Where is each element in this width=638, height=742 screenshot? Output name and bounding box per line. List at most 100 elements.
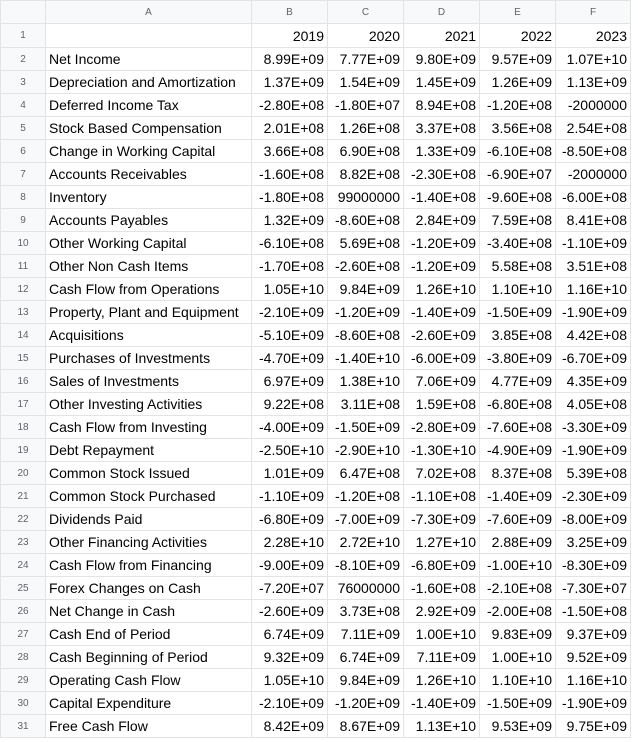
cell-e-row-5[interactable]: 3.56E+08 bbox=[479, 116, 556, 140]
row-header[interactable]: 26 bbox=[0, 599, 46, 623]
cell-f-row-29[interactable]: 1.16E+10 bbox=[555, 668, 631, 692]
cell-c-row-14[interactable]: -8.60E+08 bbox=[327, 323, 404, 347]
cell-a-row-11[interactable]: Other Non Cash Items bbox=[45, 254, 252, 278]
cell-b-row-1[interactable]: 2019 bbox=[251, 23, 328, 48]
cell-b-row-30[interactable]: -2.10E+09 bbox=[251, 691, 328, 715]
cell-d-row-16[interactable]: 7.06E+09 bbox=[403, 369, 480, 393]
cell-a-row-29[interactable]: Operating Cash Flow bbox=[45, 668, 252, 692]
cell-b-row-31[interactable]: 8.42E+09 bbox=[251, 714, 328, 738]
cell-b-row-13[interactable]: -2.10E+09 bbox=[251, 300, 328, 324]
cell-e-row-27[interactable]: 9.83E+09 bbox=[479, 622, 556, 646]
cell-b-row-10[interactable]: -6.10E+08 bbox=[251, 231, 328, 255]
cell-d-row-1[interactable]: 2021 bbox=[403, 23, 480, 48]
cell-b-row-17[interactable]: 9.22E+08 bbox=[251, 392, 328, 416]
cell-d-row-12[interactable]: 1.26E+10 bbox=[403, 277, 480, 301]
cell-f-row-25[interactable]: -7.30E+07 bbox=[555, 576, 631, 600]
cell-e-row-30[interactable]: -1.50E+09 bbox=[479, 691, 556, 715]
cell-e-row-3[interactable]: 1.26E+09 bbox=[479, 70, 556, 94]
cell-c-row-16[interactable]: 1.38E+10 bbox=[327, 369, 404, 393]
cell-f-row-12[interactable]: 1.16E+10 bbox=[555, 277, 631, 301]
cell-c-row-29[interactable]: 9.84E+09 bbox=[327, 668, 404, 692]
cell-e-row-21[interactable]: -1.40E+09 bbox=[479, 484, 556, 508]
cell-a-row-14[interactable]: Acquisitions bbox=[45, 323, 252, 347]
cell-b-row-22[interactable]: -6.80E+09 bbox=[251, 507, 328, 531]
cell-d-row-8[interactable]: -1.40E+08 bbox=[403, 185, 480, 209]
cell-f-row-10[interactable]: -1.10E+09 bbox=[555, 231, 631, 255]
cell-f-row-4[interactable]: -2000000 bbox=[555, 93, 631, 117]
cell-c-row-15[interactable]: -1.40E+10 bbox=[327, 346, 404, 370]
cell-d-row-9[interactable]: 2.84E+09 bbox=[403, 208, 480, 232]
cell-b-row-7[interactable]: -1.60E+08 bbox=[251, 162, 328, 186]
cell-f-row-6[interactable]: -8.50E+08 bbox=[555, 139, 631, 163]
cell-e-row-7[interactable]: -6.90E+07 bbox=[479, 162, 556, 186]
cell-f-row-8[interactable]: -6.00E+08 bbox=[555, 185, 631, 209]
cell-d-row-4[interactable]: 8.94E+08 bbox=[403, 93, 480, 117]
row-header[interactable]: 2 bbox=[0, 47, 46, 71]
row-header[interactable]: 28 bbox=[0, 645, 46, 669]
row-header[interactable]: 14 bbox=[0, 323, 46, 347]
cell-c-row-12[interactable]: 9.84E+09 bbox=[327, 277, 404, 301]
cell-f-row-20[interactable]: 5.39E+08 bbox=[555, 461, 631, 485]
cell-a-row-2[interactable]: Net Income bbox=[45, 47, 252, 71]
cell-a-row-5[interactable]: Stock Based Compensation bbox=[45, 116, 252, 140]
cell-a-row-21[interactable]: Common Stock Purchased bbox=[45, 484, 252, 508]
cell-f-row-13[interactable]: -1.90E+09 bbox=[555, 300, 631, 324]
cell-c-row-30[interactable]: -1.20E+09 bbox=[327, 691, 404, 715]
cell-b-row-15[interactable]: -4.70E+09 bbox=[251, 346, 328, 370]
cell-c-row-31[interactable]: 8.67E+09 bbox=[327, 714, 404, 738]
row-header[interactable]: 19 bbox=[0, 438, 46, 462]
cell-b-row-11[interactable]: -1.70E+08 bbox=[251, 254, 328, 278]
cell-c-row-25[interactable]: 76000000 bbox=[327, 576, 404, 600]
cell-f-row-22[interactable]: -8.00E+09 bbox=[555, 507, 631, 531]
cell-d-row-18[interactable]: -2.80E+09 bbox=[403, 415, 480, 439]
cell-a-row-13[interactable]: Property, Plant and Equipment bbox=[45, 300, 252, 324]
cell-a-row-30[interactable]: Capital Expenditure bbox=[45, 691, 252, 715]
cell-e-row-23[interactable]: 2.88E+09 bbox=[479, 530, 556, 554]
row-header[interactable]: 9 bbox=[0, 208, 46, 232]
cell-e-row-29[interactable]: 1.10E+10 bbox=[479, 668, 556, 692]
cell-f-row-27[interactable]: 9.37E+09 bbox=[555, 622, 631, 646]
cell-c-row-4[interactable]: -1.80E+07 bbox=[327, 93, 404, 117]
cell-f-row-17[interactable]: 4.05E+08 bbox=[555, 392, 631, 416]
cell-a-row-20[interactable]: Common Stock Issued bbox=[45, 461, 252, 485]
cell-d-row-20[interactable]: 7.02E+08 bbox=[403, 461, 480, 485]
cell-a-row-24[interactable]: Cash Flow from Financing bbox=[45, 553, 252, 577]
cell-d-row-25[interactable]: -1.60E+08 bbox=[403, 576, 480, 600]
cell-a-row-23[interactable]: Other Financing Activities bbox=[45, 530, 252, 554]
row-header[interactable]: 30 bbox=[0, 691, 46, 715]
cell-d-row-2[interactable]: 9.80E+09 bbox=[403, 47, 480, 71]
cell-d-row-10[interactable]: -1.20E+09 bbox=[403, 231, 480, 255]
cell-c-row-22[interactable]: -7.00E+09 bbox=[327, 507, 404, 531]
row-header[interactable]: 6 bbox=[0, 139, 46, 163]
cell-c-row-28[interactable]: 6.74E+09 bbox=[327, 645, 404, 669]
cell-b-row-25[interactable]: -7.20E+07 bbox=[251, 576, 328, 600]
cell-d-row-29[interactable]: 1.26E+10 bbox=[403, 668, 480, 692]
cell-c-row-1[interactable]: 2020 bbox=[327, 23, 404, 48]
cell-b-row-28[interactable]: 9.32E+09 bbox=[251, 645, 328, 669]
cell-f-row-26[interactable]: -1.50E+08 bbox=[555, 599, 631, 623]
cell-e-row-26[interactable]: -2.00E+08 bbox=[479, 599, 556, 623]
cell-f-row-21[interactable]: -2.30E+09 bbox=[555, 484, 631, 508]
cell-c-row-13[interactable]: -1.20E+09 bbox=[327, 300, 404, 324]
cell-c-row-10[interactable]: 5.69E+08 bbox=[327, 231, 404, 255]
cell-c-row-20[interactable]: 6.47E+08 bbox=[327, 461, 404, 485]
cell-e-row-11[interactable]: 5.58E+08 bbox=[479, 254, 556, 278]
row-header[interactable]: 4 bbox=[0, 93, 46, 117]
cell-b-row-12[interactable]: 1.05E+10 bbox=[251, 277, 328, 301]
cell-e-row-9[interactable]: 7.59E+08 bbox=[479, 208, 556, 232]
cell-b-row-23[interactable]: 2.28E+10 bbox=[251, 530, 328, 554]
cell-a-row-18[interactable]: Cash Flow from Investing bbox=[45, 415, 252, 439]
cell-e-row-8[interactable]: -9.60E+08 bbox=[479, 185, 556, 209]
cell-f-row-23[interactable]: 3.25E+09 bbox=[555, 530, 631, 554]
row-header[interactable]: 18 bbox=[0, 415, 46, 439]
column-header-c[interactable]: C bbox=[327, 0, 404, 24]
cell-d-row-7[interactable]: -2.30E+08 bbox=[403, 162, 480, 186]
cell-a-row-17[interactable]: Other Investing Activities bbox=[45, 392, 252, 416]
cell-b-row-20[interactable]: 1.01E+09 bbox=[251, 461, 328, 485]
cell-f-row-11[interactable]: 3.51E+08 bbox=[555, 254, 631, 278]
cell-d-row-5[interactable]: 3.37E+08 bbox=[403, 116, 480, 140]
row-header[interactable]: 25 bbox=[0, 576, 46, 600]
cell-a-row-26[interactable]: Net Change in Cash bbox=[45, 599, 252, 623]
cell-f-row-18[interactable]: -3.30E+09 bbox=[555, 415, 631, 439]
cell-e-row-14[interactable]: 3.85E+08 bbox=[479, 323, 556, 347]
